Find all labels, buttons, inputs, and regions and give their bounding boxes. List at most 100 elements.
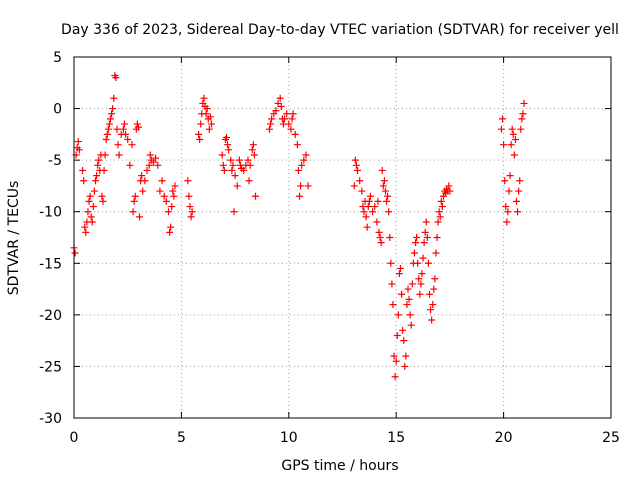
data-point bbox=[136, 213, 144, 221]
data-point bbox=[114, 141, 122, 149]
data-point bbox=[89, 203, 97, 211]
data-point bbox=[218, 151, 226, 159]
data-point bbox=[350, 182, 358, 190]
y-axis-label: SDTVAR / TECUs bbox=[6, 181, 22, 296]
data-point bbox=[506, 172, 514, 180]
data-point bbox=[124, 136, 132, 144]
data-point bbox=[207, 120, 215, 128]
data-point bbox=[80, 177, 88, 185]
data-point bbox=[71, 249, 79, 257]
data-point bbox=[110, 94, 118, 102]
data-point bbox=[281, 115, 289, 123]
data-point bbox=[377, 239, 385, 247]
data-point bbox=[203, 105, 211, 113]
data-point bbox=[412, 239, 420, 247]
data-point bbox=[98, 192, 106, 200]
data-point bbox=[291, 130, 299, 138]
data-point bbox=[170, 192, 178, 200]
data-point bbox=[432, 249, 440, 257]
data-point bbox=[165, 208, 173, 216]
data-point bbox=[224, 141, 232, 149]
data-point bbox=[373, 218, 381, 226]
data-point bbox=[145, 161, 153, 169]
data-point bbox=[134, 123, 142, 131]
data-point bbox=[228, 166, 236, 174]
data-point bbox=[171, 182, 179, 190]
data-point bbox=[146, 151, 154, 159]
data-point bbox=[129, 208, 137, 216]
data-point bbox=[186, 203, 194, 211]
data-point bbox=[423, 234, 431, 241]
data-point bbox=[429, 301, 437, 309]
data-point bbox=[220, 166, 228, 174]
data-point bbox=[362, 213, 370, 221]
data-point bbox=[197, 120, 205, 128]
data-point bbox=[381, 187, 389, 195]
data-point bbox=[196, 136, 204, 144]
data-point bbox=[246, 161, 254, 169]
data-point bbox=[108, 110, 116, 118]
data-point bbox=[184, 177, 192, 185]
data-point bbox=[436, 213, 444, 221]
data-point bbox=[380, 177, 388, 185]
data-point bbox=[109, 105, 117, 113]
data-point bbox=[104, 125, 112, 133]
data-point bbox=[428, 316, 436, 324]
y-tick-label: -5 bbox=[48, 153, 62, 169]
data-point bbox=[396, 264, 404, 272]
data-point bbox=[390, 352, 398, 360]
data-point bbox=[141, 177, 149, 185]
data-point bbox=[85, 197, 93, 205]
data-point bbox=[75, 146, 83, 154]
data-point bbox=[415, 275, 423, 283]
data-point bbox=[427, 306, 435, 314]
data-point bbox=[95, 156, 103, 164]
data-point bbox=[401, 362, 409, 370]
data-point bbox=[200, 94, 208, 102]
x-tick-label: 25 bbox=[602, 430, 620, 446]
y-tick-label: 0 bbox=[53, 102, 62, 118]
data-point bbox=[399, 326, 407, 334]
data-point bbox=[388, 280, 396, 288]
data-point bbox=[225, 146, 233, 154]
data-point bbox=[113, 125, 121, 133]
data-point bbox=[112, 74, 120, 82]
data-point bbox=[205, 125, 213, 133]
data-point bbox=[403, 301, 411, 309]
data-point bbox=[143, 166, 151, 174]
data-point bbox=[518, 115, 526, 123]
data-point bbox=[420, 239, 428, 247]
data-point bbox=[230, 208, 238, 216]
data-point bbox=[231, 172, 239, 180]
data-point bbox=[130, 197, 138, 205]
data-point bbox=[105, 120, 113, 128]
data-point bbox=[233, 182, 241, 190]
data-point bbox=[404, 285, 412, 293]
axis-ticks: 0 5 10 15 20 25 -30 -25 -20 -15 -10 -5 0 5 bbox=[39, 50, 620, 446]
data-point bbox=[378, 166, 386, 174]
data-point bbox=[446, 187, 454, 195]
data-point bbox=[252, 192, 260, 200]
data-point bbox=[300, 156, 308, 164]
data-point bbox=[384, 192, 392, 200]
data-point bbox=[500, 141, 508, 149]
y-tick-label: -25 bbox=[39, 359, 62, 375]
data-point bbox=[352, 161, 360, 169]
data-point bbox=[126, 161, 134, 169]
data-point bbox=[293, 141, 301, 149]
data-point bbox=[505, 187, 513, 195]
x-tick-label: 20 bbox=[495, 430, 513, 446]
data-point bbox=[360, 208, 368, 216]
data-point bbox=[497, 125, 505, 133]
y-tick-label: -15 bbox=[39, 256, 62, 272]
data-point bbox=[371, 203, 379, 211]
data-point bbox=[393, 331, 401, 339]
data-point bbox=[250, 151, 258, 159]
data-point bbox=[229, 161, 237, 169]
data-point bbox=[283, 110, 291, 118]
data-point bbox=[354, 166, 362, 174]
data-point bbox=[391, 373, 399, 381]
data-point bbox=[272, 107, 280, 115]
data-point bbox=[406, 311, 414, 319]
data-point bbox=[438, 203, 446, 211]
